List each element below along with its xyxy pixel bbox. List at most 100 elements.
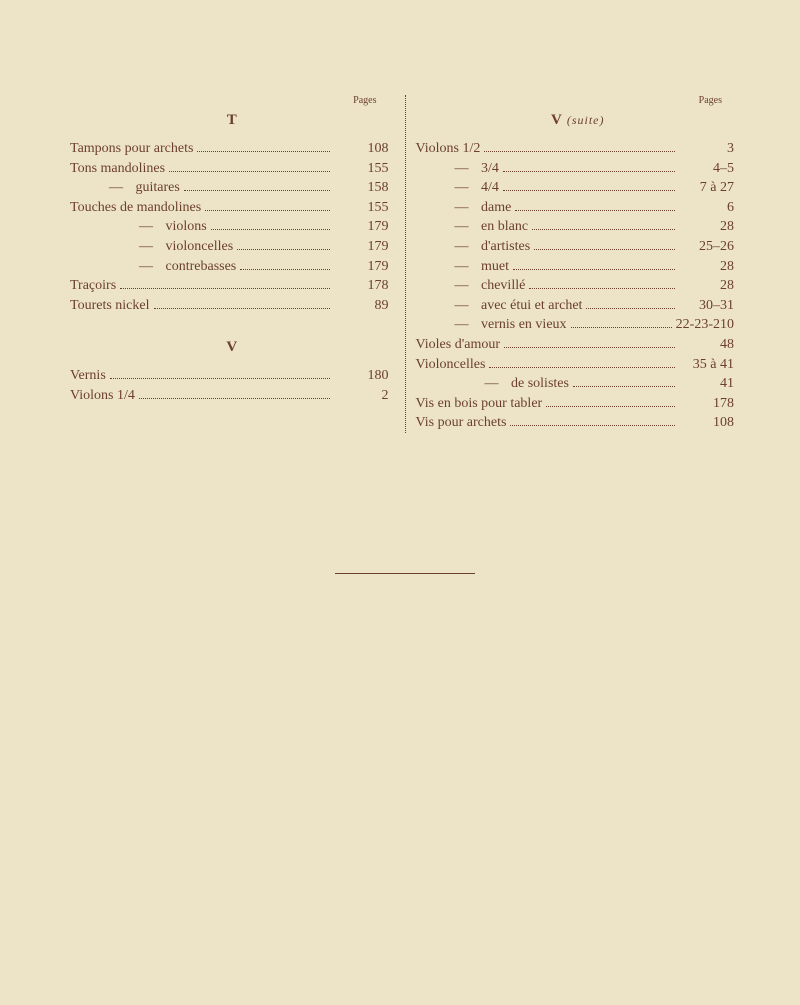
- index-entry: — contrebasses 179: [70, 257, 395, 277]
- index-entry: Touches de mandolines 155: [70, 198, 395, 218]
- leader-dots: [529, 278, 675, 289]
- index-entry: — d'artistes25–26: [416, 237, 741, 257]
- index-entry: Violons 1/42: [70, 386, 395, 406]
- entry-label: Vernis: [70, 366, 106, 386]
- leader-dots: [503, 180, 675, 191]
- entry-text: contrebasses: [162, 259, 236, 274]
- leader-dots: [205, 200, 329, 211]
- index-entry: Violes d'amour48: [416, 335, 741, 355]
- pages-header-right: Pages: [416, 95, 741, 106]
- leader-dots: [169, 161, 329, 172]
- ditto-mark: —: [446, 276, 478, 296]
- entry-text: muet: [478, 259, 510, 274]
- entry-label: Vis pour archets: [416, 413, 507, 433]
- entry-page: 41: [679, 374, 740, 394]
- leader-dots: [573, 376, 675, 387]
- entry-page: 155: [334, 198, 395, 218]
- entry-page: 108: [679, 413, 740, 433]
- entry-label: — guitares: [70, 178, 180, 198]
- entry-label: — dame: [416, 198, 512, 218]
- ditto-mark: —: [446, 237, 478, 257]
- entry-text: en blanc: [478, 219, 529, 234]
- leader-dots: [139, 388, 330, 399]
- index-columns: Pages TTampons pour archets108Tons mando…: [70, 95, 740, 433]
- entry-label: — chevillé: [416, 276, 526, 296]
- entry-label: Touches de mandolines: [70, 198, 201, 218]
- ditto-mark: —: [130, 257, 162, 277]
- leader-dots: [513, 259, 675, 270]
- entry-page: 4–5: [679, 159, 740, 179]
- ditto-mark: —: [446, 296, 478, 316]
- index-entry: Violons 1/23: [416, 139, 741, 159]
- entry-label: — violoncelles: [70, 237, 233, 257]
- entry-page: 2: [334, 386, 395, 406]
- index-entry: — vernis en vieux22-23-210: [416, 315, 741, 335]
- entry-page: 30–31: [679, 296, 740, 316]
- leader-dots: [240, 259, 329, 270]
- entry-text: dame: [478, 200, 512, 215]
- leader-dots: [184, 180, 330, 191]
- leader-dots: [237, 239, 329, 250]
- index-entry: Tourets nickel 89: [70, 296, 395, 316]
- entry-label: Tampons pour archets: [70, 139, 193, 159]
- entry-label: — de solistes: [416, 374, 569, 394]
- entry-label: Tons mandolines: [70, 159, 165, 179]
- entry-label: — muet: [416, 257, 510, 277]
- entry-label: Tourets nickel: [70, 296, 150, 316]
- suite-label: (suite): [563, 113, 605, 127]
- entry-label: — 4/4: [416, 178, 499, 198]
- index-entry: — violoncelles 179: [70, 237, 395, 257]
- entry-page: 28: [679, 257, 740, 277]
- ditto-mark: —: [476, 374, 508, 394]
- index-entry: — chevillé 28: [416, 276, 741, 296]
- index-entry: Violoncelles35 à 41: [416, 355, 741, 375]
- entry-page: 179: [334, 217, 395, 237]
- index-entry: Tampons pour archets 108: [70, 139, 395, 159]
- leader-dots: [534, 239, 675, 250]
- leader-dots: [571, 318, 672, 329]
- ditto-mark: —: [446, 178, 478, 198]
- entry-label: Violes d'amour: [416, 335, 501, 355]
- entry-page: 178: [334, 276, 395, 296]
- entry-page: 28: [679, 276, 740, 296]
- entry-page: 22-23-210: [676, 315, 740, 335]
- entry-text: chevillé: [478, 278, 526, 293]
- entry-page: 179: [334, 237, 395, 257]
- leader-dots: [489, 357, 675, 368]
- leader-dots: [503, 161, 675, 172]
- index-entry: — avec étui et archet30–31: [416, 296, 741, 316]
- leader-dots: [110, 369, 330, 380]
- leader-dots: [120, 278, 329, 289]
- ditto-mark: —: [446, 315, 478, 335]
- index-entry: — 3/4 4–5: [416, 159, 741, 179]
- entry-text: 3/4: [478, 161, 499, 176]
- ditto-mark: —: [130, 217, 162, 237]
- entry-page: 108: [334, 139, 395, 159]
- leader-dots: [504, 337, 675, 348]
- entry-text: guitares: [132, 180, 180, 195]
- index-entry: Vis pour archets 108: [416, 413, 741, 433]
- index-entry: — 4/47 à 27: [416, 178, 741, 198]
- entry-text: violoncelles: [162, 239, 233, 254]
- leader-dots: [586, 298, 675, 309]
- entry-page: 3: [679, 139, 740, 159]
- index-entry: — en blanc28: [416, 217, 741, 237]
- entry-page: 25–26: [679, 237, 740, 257]
- index-entry: — guitares158: [70, 178, 395, 198]
- ditto-mark: —: [446, 159, 478, 179]
- leader-dots: [484, 141, 675, 152]
- section-v-heading: V: [70, 339, 395, 356]
- leader-dots: [532, 220, 675, 231]
- pages-header-left: Pages: [70, 95, 395, 106]
- entry-page: 28: [679, 217, 740, 237]
- section-v-suite-heading: V (suite): [416, 112, 741, 129]
- entry-page: 155: [334, 159, 395, 179]
- leader-dots: [510, 416, 675, 427]
- index-entry: Traçoirs178: [70, 276, 395, 296]
- entry-page: 179: [334, 257, 395, 277]
- index-entry: Vernis180: [70, 366, 395, 386]
- entry-page: 89: [334, 296, 395, 316]
- index-entry: Vis en bois pour tabler178: [416, 394, 741, 414]
- page-content: Pages TTampons pour archets108Tons mando…: [70, 95, 740, 574]
- index-entry: — dame6: [416, 198, 741, 218]
